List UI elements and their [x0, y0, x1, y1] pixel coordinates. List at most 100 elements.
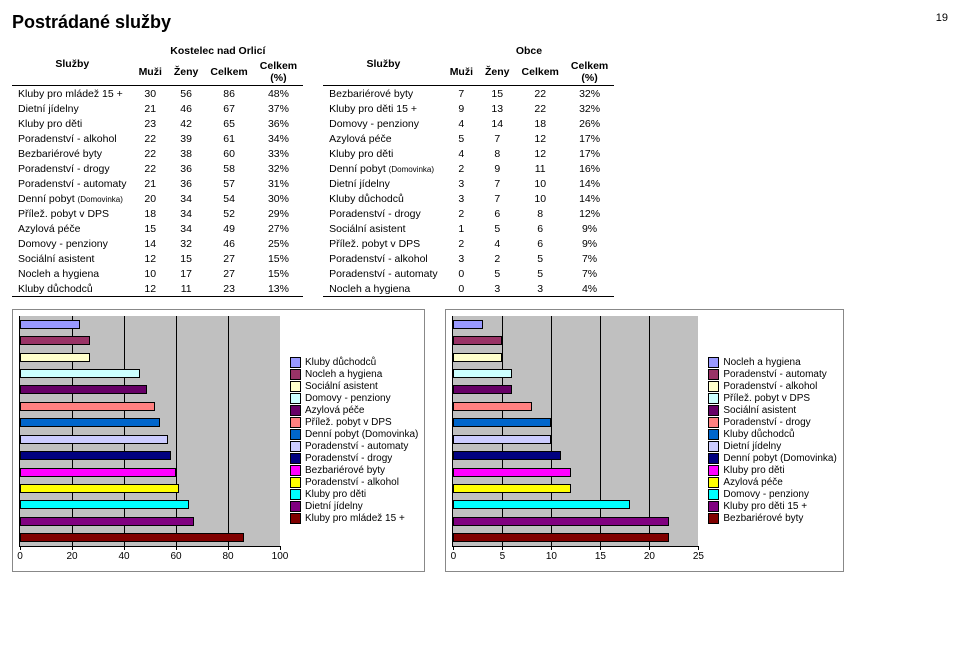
row-value: 12: [133, 281, 168, 297]
row-value: 5: [444, 131, 479, 146]
row-label: Poradenství - alkohol: [323, 251, 444, 266]
row-value: 27: [204, 266, 253, 281]
row-value: 7: [479, 131, 516, 146]
legend-swatch: [708, 417, 719, 428]
row-value: 18: [516, 116, 565, 131]
row-value: 32%: [254, 161, 303, 176]
row-value: 16%: [565, 161, 614, 176]
row-label: Sociální asistent: [12, 251, 133, 266]
chart-bar: [453, 517, 669, 526]
axis-label: 0: [17, 551, 23, 562]
row-value: 36: [168, 161, 205, 176]
row-label: Nocleh a hygiena: [12, 266, 133, 281]
chart-bar: [20, 517, 194, 526]
legend-label: Poradenství - alkohol: [305, 477, 399, 488]
chart-bar: [20, 336, 90, 345]
table-row: Poradenství - drogy26812%: [323, 206, 614, 221]
row-value: 46: [168, 101, 205, 116]
row-value: 49: [204, 221, 253, 236]
axis-label: 60: [170, 551, 181, 562]
row-value: 6: [479, 206, 516, 221]
legend-item: Přílež. pobyt v DPS: [290, 417, 418, 428]
row-value: 10: [516, 191, 565, 206]
legend-item: Poradenství - alkohol: [290, 477, 418, 488]
row-value: 7%: [565, 251, 614, 266]
row-label: Sociální asistent: [323, 221, 444, 236]
legend-swatch: [290, 369, 301, 380]
legend-swatch: [708, 369, 719, 380]
legend-swatch: [290, 465, 301, 476]
row-value: 8: [479, 146, 516, 161]
row-value: 5: [479, 221, 516, 236]
gridline: [551, 316, 552, 546]
axis-tick: [502, 546, 503, 550]
chart-bar: [453, 320, 482, 329]
table-row: Kluby pro děti 15 +9132232%: [323, 101, 614, 116]
row-value: 32%: [565, 86, 614, 102]
super-header: Kostelec nad Orlicí: [133, 43, 304, 58]
row-value: 14: [133, 236, 168, 251]
legend-item: Domovy - penziony: [290, 393, 418, 404]
legend-label: Dietní jídelny: [723, 441, 781, 452]
chart-bar: [453, 435, 551, 444]
row-value: 23: [204, 281, 253, 297]
super-header: Obce: [444, 43, 615, 58]
table-right-wrap: SlužbyObceMužiŽenyCelkemCelkem(%)Bezbari…: [323, 43, 614, 297]
table-row: Kluby pro děti481217%: [323, 146, 614, 161]
row-label: Azylová péče: [12, 221, 133, 236]
row-label: Nocleh a hygiena: [323, 281, 444, 297]
page-title: Postrádané služby: [12, 12, 171, 33]
axis-tick: [20, 546, 21, 550]
legend-item: Nocleh a hygiena: [708, 357, 836, 368]
row-value: 52: [204, 206, 253, 221]
row-value: 22: [516, 86, 565, 102]
row-value: 56: [168, 86, 205, 102]
row-value: 38: [168, 146, 205, 161]
gridline: [502, 316, 503, 546]
tables-container: SlužbyKostelec nad OrlicíMužiŽenyCelkemC…: [12, 43, 948, 297]
row-value: 14%: [565, 191, 614, 206]
axis-tick: [551, 546, 552, 550]
legend-swatch: [708, 513, 719, 524]
legend-label: Přílež. pobyt v DPS: [305, 417, 392, 428]
row-value: 57: [204, 176, 253, 191]
legend-item: Kluby pro děti: [708, 465, 836, 476]
column-header: Muži: [444, 58, 479, 86]
row-value: 15: [479, 86, 516, 102]
legend-label: Dietní jídelny: [305, 501, 363, 512]
row-label: Poradenství - alkohol: [12, 131, 133, 146]
row-value: 67: [204, 101, 253, 116]
row-label: Dietní jídelny: [323, 176, 444, 191]
legend-item: Dietní jídelny: [708, 441, 836, 452]
column-header: Ženy: [168, 58, 205, 86]
axis-label: 15: [595, 551, 606, 562]
table-row: Domovy - penziony4141826%: [323, 116, 614, 131]
chart-bar: [453, 468, 571, 477]
chart-bar: [453, 353, 502, 362]
row-value: 11: [516, 161, 565, 176]
row-value: 20: [133, 191, 168, 206]
row-value: 2: [444, 161, 479, 176]
row-value: 30%: [254, 191, 303, 206]
legend-swatch: [290, 417, 301, 428]
axis-label: 80: [222, 551, 233, 562]
row-label: Kluby pro mládež 15 +: [12, 86, 133, 102]
row-value: 2: [479, 251, 516, 266]
row-value: 3: [516, 281, 565, 297]
row-value: 15%: [254, 251, 303, 266]
legend-label: Kluby pro děti: [723, 465, 784, 476]
table-row: Nocleh a hygiena10172715%: [12, 266, 303, 281]
row-label: Kluby důchodců: [323, 191, 444, 206]
row-value: 9%: [565, 236, 614, 251]
column-header: Celkem: [516, 58, 565, 86]
row-value: 9: [479, 161, 516, 176]
axis-tick: [453, 546, 454, 550]
chart-bar: [453, 451, 561, 460]
legend-item: Poradenství - drogy: [708, 417, 836, 428]
legend-label: Poradenství - drogy: [305, 453, 392, 464]
chart-bar: [453, 533, 669, 542]
row-value: 39: [168, 131, 205, 146]
legend-item: Dietní jídelny: [290, 501, 418, 512]
row-value: 36%: [254, 116, 303, 131]
row-value: 61: [204, 131, 253, 146]
